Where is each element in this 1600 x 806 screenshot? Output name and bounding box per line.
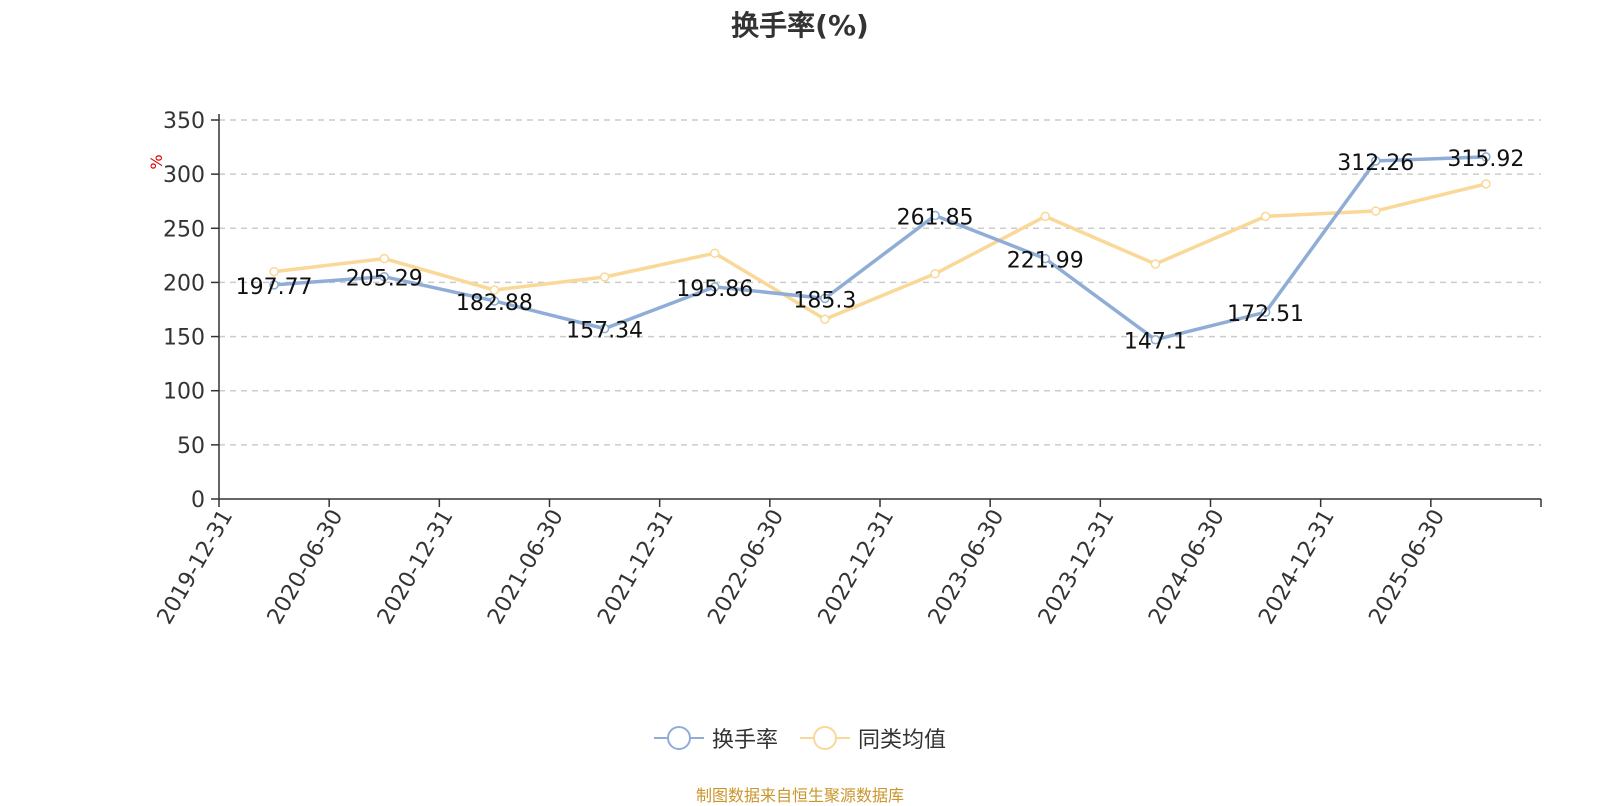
data-point-1 [269,266,279,277]
legend-marker-peer-average-icon [800,726,850,750]
data-point-0 [930,210,940,221]
legend-label-turnover: 换手率 [711,728,778,753]
data-label: 221.99 [1007,249,1084,274]
data-point-1 [930,269,940,279]
data-label: 261.85 [897,205,974,230]
data-point-0 [599,323,610,334]
x-tick-label: 2023-06-30 [924,506,1010,629]
series-line-1 [273,182,1487,321]
x-tick-label: 2022-12-31 [814,506,900,629]
x-tick-label: 2021-12-31 [593,506,679,629]
x-tick-label: 2021-06-30 [483,506,569,629]
legend-item-peer-average[interactable]: 同类均值 [800,722,946,754]
data-point-0 [489,296,500,306]
data-point-0 [269,280,279,290]
y-tick-label: 350 [163,109,205,134]
x-tick-label: 2019-12-31 [153,506,239,629]
data-point-0 [1260,307,1271,317]
data-point-0 [820,293,830,304]
data-label: 195.86 [676,277,753,302]
data-point-0 [1150,334,1161,345]
y-tick-label: 100 [163,380,205,405]
data-label: 157.34 [566,319,643,344]
legend-marker-turnover-icon [653,726,704,750]
x-tick-label: 2024-06-30 [1144,506,1230,629]
data-point-0 [379,271,389,282]
data-label: 315.92 [1447,147,1524,172]
legend: 换手率 同类均值 [0,722,1600,754]
x-tick-label: 2020-12-31 [373,506,459,629]
data-point-1 [1481,179,1491,189]
y-tick-label: 150 [163,326,205,351]
series-line-0 [273,155,1486,342]
x-tick-label: 2023-12-31 [1034,506,1120,629]
data-point-0 [710,282,720,292]
data-point-0 [1371,156,1381,166]
data-label: 312.26 [1337,151,1414,176]
data-label: 185.3 [793,288,856,313]
data-label: 182.88 [456,291,533,316]
y-tick-label: 200 [163,271,205,296]
data-point-1 [379,253,389,264]
data-point-1 [710,248,720,258]
data-point-0 [1481,152,1491,162]
data-label: 147.1 [1124,330,1187,355]
data-point-0 [1040,253,1050,264]
data-point-1 [1150,259,1161,269]
data-point-1 [820,314,830,324]
y-tick-label: 300 [163,163,205,188]
data-point-1 [599,272,610,282]
legend-label-peer-average: 同类均值 [858,728,947,753]
data-point-1 [1260,211,1271,222]
chart-title: 换手率(%) [731,9,869,42]
data-point-1 [1371,206,1381,216]
source-note: 制图数据来自恒生聚源数据库 [695,786,904,805]
legend-item-turnover[interactable]: 换手率 [653,722,778,754]
x-tick-label: 2020-06-30 [263,506,349,629]
y-tick-label: 0 [191,488,205,513]
y-axis-label: % [147,154,166,169]
y-tick-label: 250 [163,217,205,242]
data-point-1 [489,285,500,295]
data-label: 205.29 [346,267,423,292]
x-tick-label: 2024-12-31 [1254,506,1340,629]
data-point-1 [1040,211,1050,222]
x-tick-label: 2025-06-30 [1364,506,1450,629]
data-label: 197.77 [236,275,313,300]
y-tick-label: 50 [177,434,205,459]
data-label: 172.51 [1227,302,1304,327]
x-tick-label: 2022-06-30 [703,506,789,629]
